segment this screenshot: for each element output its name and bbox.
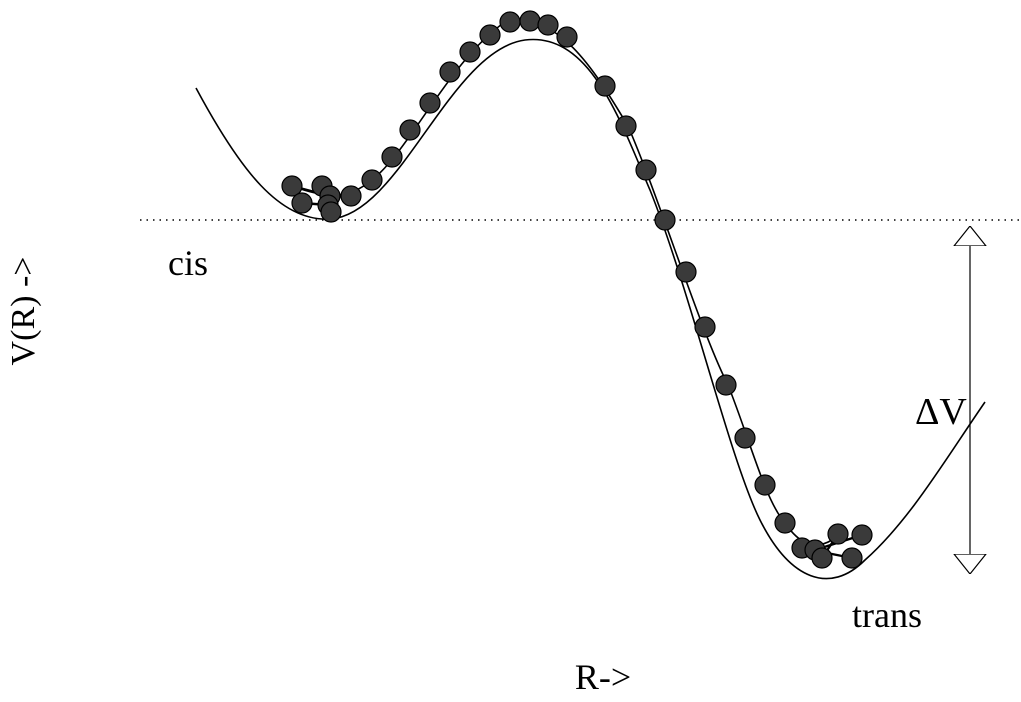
x-axis-label: R-> bbox=[575, 657, 631, 697]
bead bbox=[841, 547, 863, 569]
bead bbox=[459, 41, 481, 63]
bead bbox=[479, 24, 501, 46]
bead bbox=[654, 209, 676, 231]
bead bbox=[419, 92, 441, 114]
energy-gap-label: ΔV bbox=[915, 391, 967, 433]
bead bbox=[694, 316, 716, 338]
bead bbox=[381, 146, 403, 168]
bead bbox=[827, 523, 849, 545]
bead bbox=[340, 185, 362, 207]
bead bbox=[399, 119, 421, 141]
bead bbox=[811, 547, 833, 569]
bead bbox=[291, 192, 313, 214]
bead bbox=[675, 261, 697, 283]
bead bbox=[499, 11, 521, 33]
bead bbox=[519, 10, 541, 32]
cis-label: cis bbox=[168, 243, 208, 283]
bead bbox=[537, 14, 559, 36]
bead bbox=[320, 201, 342, 223]
bead bbox=[851, 524, 873, 546]
trans-label: trans bbox=[852, 595, 922, 635]
bead-group bbox=[281, 10, 873, 569]
bead bbox=[635, 159, 657, 181]
bead bbox=[754, 474, 776, 496]
potential-curve bbox=[195, 38, 986, 580]
bead bbox=[361, 169, 383, 191]
bead bbox=[594, 75, 616, 97]
bead bbox=[281, 175, 303, 197]
bead-chain-path bbox=[291, 19, 833, 546]
bead bbox=[734, 427, 756, 449]
y-axis-label: V(R) -> bbox=[5, 257, 42, 366]
bead bbox=[439, 61, 461, 83]
bead bbox=[715, 374, 737, 396]
bead bbox=[615, 115, 637, 137]
bead bbox=[556, 26, 578, 48]
bead bbox=[774, 512, 796, 534]
